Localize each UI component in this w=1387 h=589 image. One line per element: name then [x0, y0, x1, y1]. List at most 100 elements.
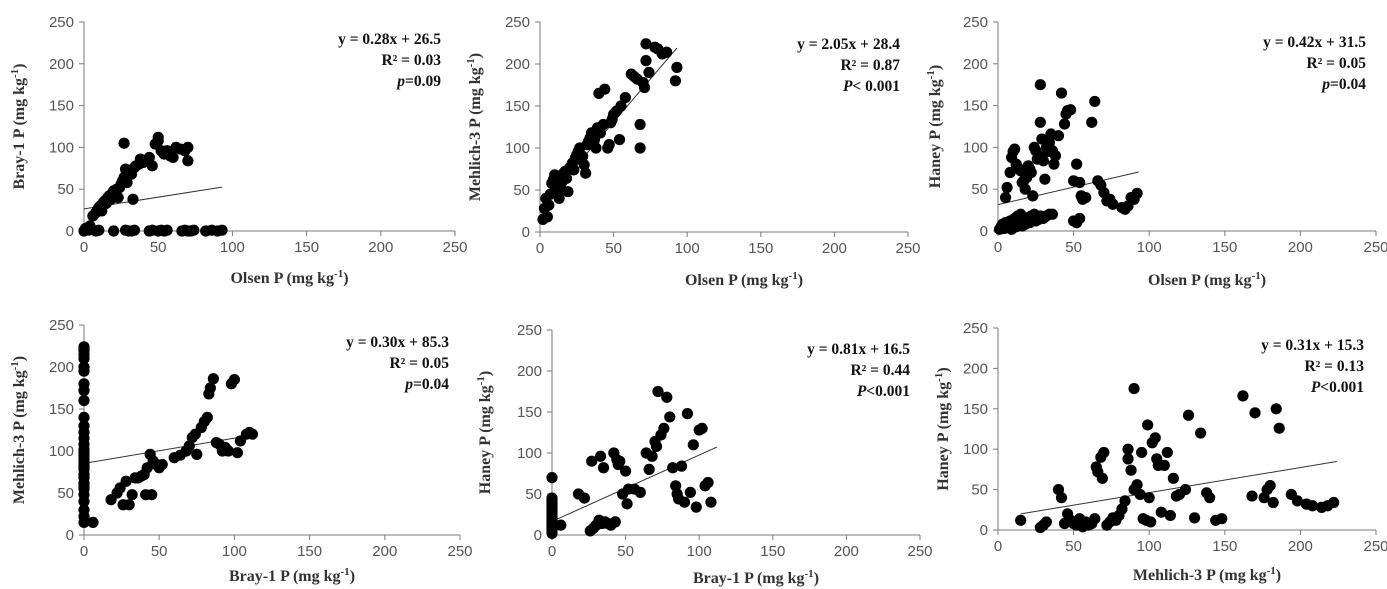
x-tick-label: 0 — [80, 239, 88, 256]
x-tick-label: 250 — [447, 543, 472, 560]
y-tick-label: 100 — [517, 445, 542, 462]
data-point — [127, 193, 139, 205]
data-point — [658, 422, 670, 434]
data-point — [1216, 513, 1228, 525]
y-tick-label: 0 — [534, 527, 542, 544]
y-axis-label: Haney P (mg kg-1) — [925, 65, 944, 188]
y-tick-label: 100 — [49, 139, 74, 156]
data-point — [1089, 513, 1101, 525]
data-point — [634, 142, 646, 154]
y-tick-label: 0 — [522, 224, 530, 241]
data-point — [687, 439, 699, 451]
regression-annotation: P< 0.001 — [843, 78, 900, 95]
y-tick-label: 150 — [963, 401, 988, 418]
data-point — [216, 224, 228, 236]
x-tick-label: 150 — [748, 240, 773, 257]
y-tick-label: 250 — [49, 317, 74, 334]
data-point — [541, 211, 553, 223]
x-tick-label: 100 — [222, 543, 247, 560]
data-point — [664, 411, 676, 423]
data-point — [578, 159, 590, 171]
y-tick-label: 0 — [980, 522, 988, 539]
data-point — [146, 489, 158, 501]
data-point — [560, 172, 573, 184]
x-axis-label: Bray-1 P (mg kg-1) — [229, 566, 355, 585]
data-point — [1161, 446, 1173, 459]
regression-annotation: y = 2.05x + 28.4 — [797, 36, 900, 53]
data-point — [660, 46, 673, 58]
data-point — [546, 492, 558, 504]
data-point — [661, 391, 673, 403]
x-tick-label: 0 — [80, 543, 88, 560]
data-point — [1158, 459, 1170, 471]
trendline — [1020, 461, 1337, 515]
x-tick-label: 50 — [1065, 538, 1082, 555]
y-tick-label: 150 — [517, 404, 542, 421]
data-point — [1086, 116, 1098, 128]
data-point — [1071, 158, 1083, 170]
scatter-panel-2: 0 50 100 150 200 250 0 50 100 150 200 250 y = 2.05x … — [465, 14, 921, 289]
data-point — [1064, 104, 1077, 116]
data-point — [1034, 79, 1046, 91]
data-point — [1267, 496, 1279, 509]
data-point — [201, 411, 213, 423]
x-tick-label: 100 — [687, 543, 712, 560]
y-tick-label: 100 — [505, 140, 530, 157]
data-point — [705, 496, 717, 508]
y-axis-label: Haney P (mg kg-1) — [933, 367, 952, 490]
data-point — [78, 395, 90, 407]
data-point — [93, 224, 105, 236]
data-point — [594, 127, 606, 139]
y-tick-label: 50 — [513, 182, 530, 199]
data-point — [1182, 409, 1195, 421]
data-point — [1204, 492, 1216, 504]
data-point — [1179, 484, 1192, 496]
y-tick-label: 250 — [963, 14, 988, 31]
regression-annotation: y = 0.31x + 15.3 — [1261, 337, 1364, 354]
data-point — [669, 75, 682, 87]
data-point — [621, 498, 633, 510]
data-point — [634, 486, 646, 498]
data-point — [1237, 390, 1249, 402]
data-point — [1131, 479, 1143, 491]
y-tick-label: 200 — [49, 56, 74, 73]
data-point — [1089, 95, 1101, 108]
x-axis-label: Olsen P (mg kg-1) — [230, 268, 348, 287]
y-tick-label: 200 — [505, 56, 530, 73]
y-tick-label: 250 — [963, 320, 988, 337]
data-point — [1328, 496, 1340, 509]
data-point — [613, 134, 626, 146]
y-tick-label: 0 — [66, 223, 74, 240]
regression-annotation: p=0.04 — [1320, 76, 1366, 93]
data-point — [1119, 495, 1131, 507]
regression-annotation: R² = 0.05 — [1306, 55, 1366, 72]
data-point — [1145, 516, 1157, 528]
y-tick-label: 200 — [963, 56, 988, 73]
data-point — [191, 448, 203, 460]
x-tick-label: 150 — [1212, 538, 1237, 555]
x-tick-label: 200 — [822, 240, 847, 257]
data-point — [580, 167, 592, 179]
data-point — [1164, 509, 1176, 522]
x-tick-label: 250 — [895, 240, 920, 257]
data-point — [1306, 500, 1319, 512]
x-tick-label: 100 — [1137, 239, 1162, 256]
x-tick-label: 50 — [151, 543, 168, 560]
data-point — [1136, 446, 1148, 459]
data-point — [597, 462, 610, 474]
data-point — [1027, 190, 1039, 202]
data-point — [1134, 488, 1146, 501]
data-point — [188, 224, 200, 236]
data-point — [1001, 181, 1013, 194]
x-tick-label: 50 — [150, 239, 167, 256]
data-point — [183, 440, 195, 452]
y-tick-label: 150 — [505, 98, 530, 115]
data-point — [78, 341, 90, 353]
data-point — [167, 151, 179, 164]
data-point — [619, 92, 631, 104]
data-point — [78, 504, 90, 516]
data-point — [207, 373, 219, 385]
x-tick-label: 50 — [617, 543, 634, 560]
regression-annotation: R² = 0.03 — [381, 52, 441, 69]
data-point — [999, 191, 1012, 204]
